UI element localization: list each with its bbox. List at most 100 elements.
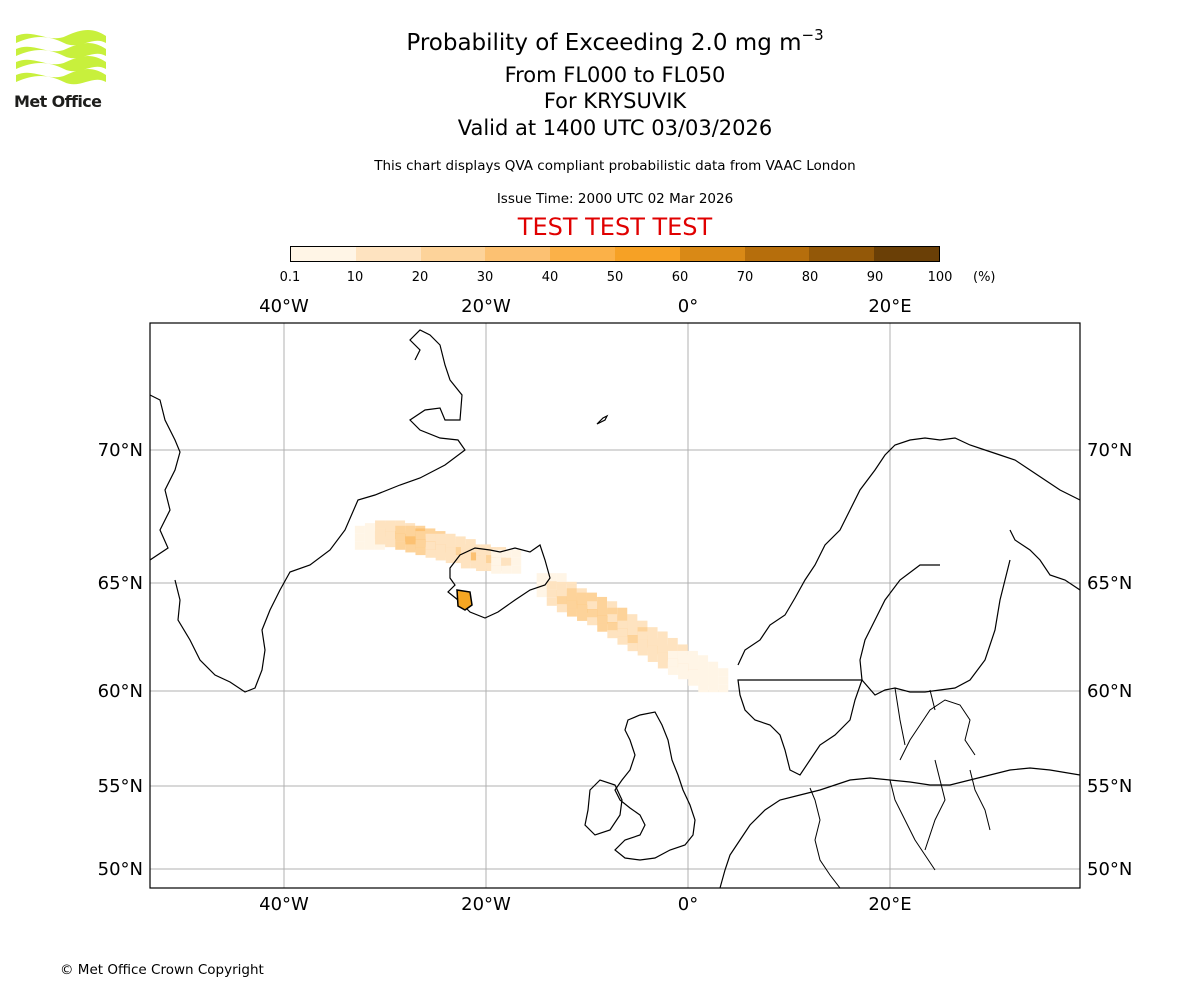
plume-cell <box>607 622 618 631</box>
greenland-coast <box>150 329 466 693</box>
plume-cell <box>566 608 577 617</box>
plume-cell <box>718 676 729 685</box>
colorbar-tick-label: 10 <box>346 270 364 285</box>
plume-cell <box>486 547 497 556</box>
lat-left-50n: 50°N <box>98 859 143 880</box>
plume-cell <box>657 660 668 669</box>
colorbar-segment <box>744 247 810 261</box>
plume-cell <box>395 533 406 542</box>
plume-cell <box>688 661 699 670</box>
plume-cell <box>425 549 436 558</box>
plume-cell <box>577 612 588 621</box>
plume-cell <box>698 676 709 685</box>
plume-cell <box>637 647 648 656</box>
lon-top-40w: 40°W <box>259 296 309 317</box>
plume-cell <box>511 557 522 566</box>
plume-cell <box>617 628 628 637</box>
colorbar-tick-label: 0.1 <box>279 270 301 285</box>
plume-cell <box>556 581 567 590</box>
plume-cell <box>470 560 481 569</box>
plume-cell <box>364 539 375 548</box>
map-frame <box>149 322 1081 889</box>
chart-title: Probability of Exceeding 2.0 mg m−3 <box>0 26 1200 56</box>
colorbar-segment <box>485 247 551 261</box>
plume-cell <box>486 563 497 572</box>
colorbar-segment <box>874 247 939 261</box>
plume-cell <box>375 520 386 529</box>
plume-cell <box>491 549 502 558</box>
plume-cell <box>435 536 446 545</box>
plume-cell <box>677 644 688 653</box>
lon-top-0: 0° <box>678 296 698 317</box>
lon-top-20e: 20°E <box>868 296 911 317</box>
colorbar-tick-label: 80 <box>801 270 819 285</box>
plume-cell <box>546 573 557 582</box>
plume-cell <box>678 663 689 672</box>
plume-cell <box>405 528 416 537</box>
plume-cell <box>566 581 577 590</box>
lon-bottom-40w: 40°W <box>259 894 309 915</box>
location: For KRYSUVIK <box>543 89 687 113</box>
plume-cell <box>546 597 557 606</box>
plume-cell <box>586 592 597 601</box>
plume-cell <box>415 531 426 540</box>
plume-cell <box>647 645 658 654</box>
plume-cell <box>415 547 426 556</box>
plume-cell <box>597 607 608 616</box>
plume-cell <box>425 533 436 542</box>
plume-cell <box>698 668 709 677</box>
plume-cell <box>385 523 396 532</box>
colorbar-tick-label: 20 <box>411 270 429 285</box>
plume-cell <box>385 539 396 548</box>
lat-right-50n: 50°N <box>1087 859 1132 880</box>
colorbar-segment <box>291 247 356 261</box>
plume-cell <box>460 544 471 553</box>
plume-cell <box>597 615 608 624</box>
plume-cell <box>657 631 668 640</box>
plume-cell <box>375 536 386 545</box>
plume-cell <box>687 650 698 659</box>
plume-cell <box>546 581 557 590</box>
uk-coast <box>614 711 696 861</box>
chart-title-text: Probability of Exceeding 2.0 mg m <box>406 30 802 56</box>
plume-cell <box>491 565 502 574</box>
plume-cell <box>364 523 375 532</box>
plume-cell <box>536 581 547 590</box>
flight-levels: From FL000 to FL050 <box>504 63 726 87</box>
plume-cell <box>460 552 471 561</box>
plume-cell <box>556 596 567 605</box>
plume-cell <box>627 635 638 644</box>
probability-plume <box>354 520 729 693</box>
plume-cell <box>501 549 512 558</box>
logo-wordmark: Met Office <box>14 92 102 111</box>
colorbar-segment <box>679 247 745 261</box>
plume-cell <box>597 601 608 610</box>
plume-cell <box>647 653 658 662</box>
continent-coast <box>719 767 1080 888</box>
plume-cell <box>470 552 481 561</box>
plume-cell <box>617 620 628 629</box>
plume-cell <box>698 661 709 670</box>
plume-cell <box>546 589 557 598</box>
lon-bottom-0: 0° <box>678 894 698 915</box>
plume-cell <box>577 604 588 613</box>
plume-cell <box>501 557 512 566</box>
scandinavia-coast <box>737 437 1080 776</box>
plume-cell <box>667 658 678 667</box>
plume-cell <box>395 525 406 534</box>
plume-cell <box>637 639 648 648</box>
plume-cell <box>491 557 502 566</box>
krysuvik-marker-icon <box>456 589 473 611</box>
plume-cell <box>718 684 729 693</box>
plume-cell <box>385 531 396 540</box>
plume-cell <box>445 539 456 548</box>
plume-cell <box>627 643 638 652</box>
graticule <box>150 323 1080 888</box>
plume-cell <box>597 596 608 605</box>
plume-cell <box>587 617 598 626</box>
plume-cell <box>708 684 719 693</box>
plume-cell <box>354 525 365 534</box>
plume-cell <box>627 627 638 636</box>
lon-bottom-20e: 20°E <box>868 894 911 915</box>
